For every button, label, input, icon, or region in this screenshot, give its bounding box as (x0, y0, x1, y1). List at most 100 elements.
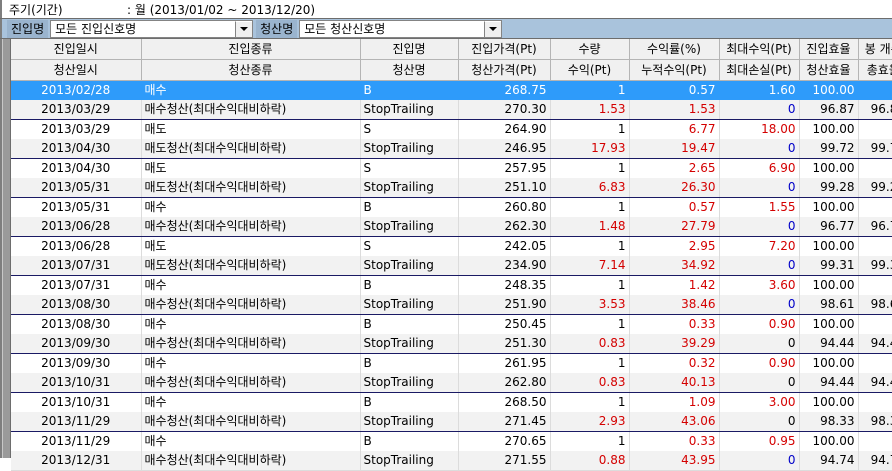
table-row[interactable]: 2013/08/30 매수청산(최대수익대비하락) StopTrailing 251.… (11, 295, 892, 315)
cell-rate-cumulative: 6.77 (629, 119, 720, 139)
col-exit-datetime[interactable]: 청산일시 (11, 59, 142, 81)
cell-signal-name: StopTrailing (360, 256, 459, 276)
cell-datetime: 2013/11/29 (11, 412, 142, 432)
cell-efficiency: 100.00 (799, 197, 859, 217)
header-row-bottom: 청산일시 청산종류 청산명 청산가격(Pt) 수익(Pt) 누적수익(Pt) 최… (11, 59, 892, 81)
cell-rate-cumulative: 26.30 (629, 178, 720, 198)
cell-bars-total: 1 (858, 197, 892, 217)
cell-quantity-profit: 7.14 (550, 256, 630, 276)
table-row[interactable]: 2013/07/31 매도청산(최대수익대비하락) StopTrailing 234.… (11, 256, 892, 276)
cell-bars-total: 1 (858, 353, 892, 373)
cell-datetime: 2013/06/28 (11, 236, 142, 256)
cell-rate-cumulative: 43.06 (629, 412, 720, 432)
table-row[interactable]: 2013/06/28 매수청산(최대수익대비하락) StopTrailing 262.… (11, 217, 892, 237)
col-quantity[interactable]: 수량 (550, 39, 630, 60)
header-row-top: 진입일시 진입종류 진입명 진입가격(Pt) 수량 수익률(%) 최대수익(Pt… (11, 39, 892, 60)
scrollbar-thumb[interactable] (2, 39, 10, 458)
col-entry-datetime[interactable]: 진입일시 (11, 39, 142, 60)
cell-rate-cumulative: 2.65 (629, 158, 720, 178)
cell-maxprofit-maxloss: 0 (719, 178, 800, 198)
col-profit-rate[interactable]: 수익률(%) (629, 39, 720, 60)
cell-maxprofit-maxloss: 1.60 (719, 80, 800, 100)
cell-efficiency: 100.00 (799, 392, 859, 412)
table-header: 진입일시 진입종류 진입명 진입가격(Pt) 수량 수익률(%) 최대수익(Pt… (11, 39, 892, 81)
cell-trade-kind: 매수 (141, 431, 361, 451)
table-row[interactable]: 2013/12/31 매수청산(최대수익대비하락) StopTrailing 271.… (11, 451, 892, 471)
col-max-loss[interactable]: 최대손실(Pt) (719, 59, 800, 81)
cell-bars-total: 96.87 (858, 100, 892, 120)
cell-bars-total: 1 (858, 431, 892, 451)
table-row[interactable]: 2013/09/30 매수청산(최대수익대비하락) StopTrailing 251.… (11, 334, 892, 354)
col-entry-price[interactable]: 진입가격(Pt) (458, 39, 551, 60)
table-row[interactable]: 2013/10/31 매수청산(최대수익대비하락) StopTrailing 262.… (11, 373, 892, 393)
cell-bars-total: 94.44 (858, 334, 892, 354)
cell-signal-name: StopTrailing (360, 217, 459, 237)
cell-maxprofit-maxloss: 0.90 (719, 314, 800, 334)
vertical-scrollbar[interactable] (2, 39, 11, 458)
cell-rate-cumulative: 0.32 (629, 353, 720, 373)
table-row[interactable]: 2013/11/29 매수청산(최대수익대비하락) StopTrailing 271.… (11, 412, 892, 432)
cell-maxprofit-maxloss: 0 (719, 373, 800, 393)
cell-trade-kind: 매수청산(최대수익대비하락) (141, 295, 361, 315)
cell-efficiency: 100.00 (799, 158, 859, 178)
entry-signal-select[interactable]: 모든 진입신호명 (50, 19, 254, 38)
cell-bars-total: 99.28 (858, 178, 892, 198)
table-row[interactable]: 2013/04/30 매도청산(최대수익대비하락) StopTrailing 246.… (11, 139, 892, 159)
cell-rate-cumulative: 27.79 (629, 217, 720, 237)
cell-trade-kind: 매수청산(최대수익대비하락) (141, 217, 361, 237)
col-profit[interactable]: 수익(Pt) (550, 59, 630, 81)
col-exit-kind[interactable]: 청산종류 (141, 59, 361, 81)
col-cumulative-profit[interactable]: 누적수익(Pt) (629, 59, 720, 81)
cell-quantity-profit: 1.48 (550, 217, 630, 237)
cell-maxprofit-maxloss: 0 (719, 451, 800, 471)
col-entry-efficiency[interactable]: 진입효율 (799, 39, 859, 60)
col-max-profit[interactable]: 최대수익(Pt) (719, 39, 800, 60)
chevron-down-icon[interactable] (484, 20, 502, 37)
cell-efficiency: 100.00 (799, 119, 859, 139)
cell-quantity-profit: 0.83 (550, 334, 630, 354)
cell-price: 242.05 (458, 236, 551, 256)
chevron-down-icon[interactable] (235, 20, 253, 37)
cell-price: 261.95 (458, 353, 551, 373)
cell-trade-kind: 매도청산(최대수익대비하락) (141, 256, 361, 276)
period-infobar: 주기(기간) : 월 (2013/01/02 ~ 2013/12/20) (0, 0, 892, 18)
cell-quantity-profit: 2.93 (550, 412, 630, 432)
cell-rate-cumulative: 34.92 (629, 256, 720, 276)
col-total-efficiency[interactable]: 총효율 (858, 59, 892, 81)
col-entry-kind[interactable]: 진입종류 (141, 39, 361, 60)
cell-trade-kind: 매수청산(최대수익대비하락) (141, 334, 361, 354)
table-row[interactable]: 2013/03/29 매수청산(최대수익대비하락) StopTrailing 270.… (11, 100, 892, 120)
cell-signal-name: StopTrailing (360, 100, 459, 120)
cell-bars-total: 1 (858, 236, 892, 256)
period-value: : 월 (2013/01/02 ~ 2013/12/20) (127, 2, 316, 17)
col-entry-name[interactable]: 진입명 (360, 39, 459, 60)
cell-trade-kind: 매수 (141, 80, 361, 100)
cell-signal-name: S (360, 158, 459, 178)
table-row[interactable]: 2013/05/31 매도청산(최대수익대비하락) StopTrailing 251.… (11, 178, 892, 198)
exit-signal-select[interactable]: 모든 청산신호명 (299, 19, 503, 38)
col-exit-price[interactable]: 청산가격(Pt) (458, 59, 551, 81)
col-exit-efficiency[interactable]: 청산효율 (799, 59, 859, 81)
col-bar-count[interactable]: 봉 개수 (858, 39, 892, 60)
cell-efficiency: 94.74 (799, 451, 859, 471)
cell-price: 246.95 (458, 139, 551, 159)
cell-datetime: 2013/10/31 (11, 373, 142, 393)
entry-signal-value: 모든 진입신호명 (55, 22, 137, 36)
cell-price: 271.45 (458, 412, 551, 432)
cell-signal-name: S (360, 119, 459, 139)
cell-quantity-profit: 0.83 (550, 373, 630, 393)
cell-bars-total: 99.31 (858, 256, 892, 276)
col-exit-name[interactable]: 청산명 (360, 59, 459, 81)
cell-efficiency: 100.00 (799, 314, 859, 334)
cell-maxprofit-maxloss: 0.90 (719, 353, 800, 373)
